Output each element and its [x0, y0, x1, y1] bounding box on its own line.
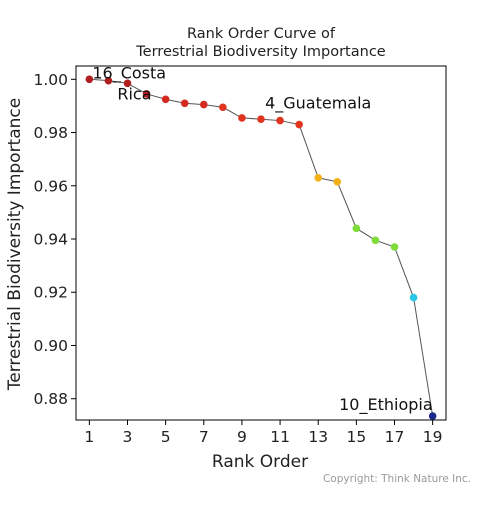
x-tick-label: 7	[199, 428, 209, 446]
data-point	[314, 174, 322, 182]
x-tick-label: 3	[123, 428, 133, 446]
copyright-text: Copyright: Think Nature Inc.	[323, 473, 471, 485]
y-tick-label: 1.00	[33, 71, 68, 89]
data-point	[333, 178, 341, 186]
series-line-layer	[89, 79, 432, 416]
y-tick-label: 0.98	[33, 124, 68, 142]
x-tick-label: 1	[84, 428, 94, 446]
data-point	[200, 101, 208, 109]
y-tick-label: 0.88	[33, 390, 68, 408]
data-point	[238, 114, 246, 122]
point-annotation: 4_Guatemala	[265, 94, 371, 114]
y-axis-label: Terrestrial Biodiversity Importance	[5, 98, 25, 391]
points-layer	[86, 76, 437, 420]
data-point	[162, 95, 170, 103]
data-point	[219, 103, 227, 111]
data-point	[295, 121, 303, 129]
data-point	[353, 225, 361, 233]
data-point	[391, 243, 399, 251]
y-tick-label: 0.90	[33, 337, 68, 355]
y-tick-label: 0.96	[33, 177, 68, 195]
y-tick-label: 0.94	[33, 231, 68, 249]
x-tick-label: 19	[423, 428, 443, 446]
x-tick-label: 13	[308, 428, 328, 446]
chart-title-line-1: Rank Order Curve of	[187, 26, 336, 42]
x-tick-label: 9	[237, 428, 247, 446]
data-point	[257, 115, 265, 123]
chart-title-line-2: Terrestrial Biodiversity Importance	[135, 44, 386, 60]
x-tick-label: 11	[270, 428, 290, 446]
point-annotation: Rica	[117, 84, 151, 103]
x-tick-label: 15	[346, 428, 366, 446]
point-annotation: 10_Ethiopia	[339, 395, 433, 415]
x-tick-label: 5	[161, 428, 171, 446]
x-axis-label: Rank Order	[212, 452, 308, 472]
data-point	[181, 99, 189, 107]
ticks-layer: 1 3 5 7 9 11 13 15 17 190.880.900.920.940.960.981…	[33, 71, 442, 446]
y-tick-label: 0.92	[33, 284, 68, 302]
x-tick-label: 17	[385, 428, 405, 446]
data-point	[372, 237, 380, 245]
data-point	[410, 294, 418, 302]
data-point	[276, 117, 284, 125]
point-annotation: 16_Costa	[92, 63, 166, 83]
series-line	[89, 79, 432, 416]
